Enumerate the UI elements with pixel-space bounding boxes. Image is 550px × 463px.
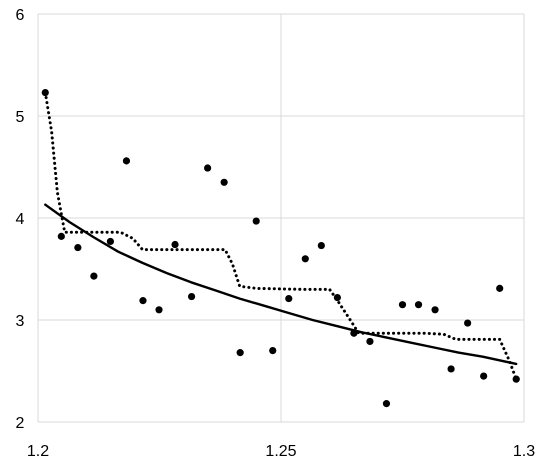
data-point xyxy=(204,164,212,172)
y-tick-label: 4 xyxy=(16,211,25,228)
data-point xyxy=(269,347,277,355)
data-point xyxy=(41,88,49,97)
data-point xyxy=(333,293,341,302)
y-tick-label: 6 xyxy=(16,7,25,24)
data-point xyxy=(57,232,65,240)
dotted-trend-line xyxy=(43,91,518,381)
data-point xyxy=(317,241,325,250)
y-tick-label: 5 xyxy=(16,109,25,126)
data-point xyxy=(512,375,520,383)
data-point xyxy=(398,301,407,309)
x-tick-label: 1.2 xyxy=(27,443,49,460)
data-point xyxy=(301,255,309,263)
data-point xyxy=(447,365,455,373)
data-point xyxy=(171,240,179,249)
data-point xyxy=(480,372,488,380)
data-point xyxy=(90,272,98,280)
data-point xyxy=(252,217,260,225)
fitted-lines xyxy=(43,91,518,381)
data-point xyxy=(220,178,228,186)
data-point xyxy=(106,237,115,246)
y-tick-label: 3 xyxy=(16,313,25,330)
data-point xyxy=(139,297,147,305)
data-point xyxy=(122,157,131,165)
x-tick-label: 1.25 xyxy=(265,443,296,460)
data-point xyxy=(350,329,358,337)
data-point xyxy=(464,319,472,327)
data-point xyxy=(285,294,293,303)
solid-trend-line xyxy=(44,203,518,366)
x-tick-label: 1.3 xyxy=(513,443,535,460)
data-point xyxy=(187,292,196,301)
y-tick-label: 2 xyxy=(16,415,25,432)
tick-labels: 2 3 4 5 6 1.2 1.25 1.3 xyxy=(16,7,536,460)
data-point xyxy=(366,337,374,346)
data-point xyxy=(382,400,391,408)
data-points xyxy=(41,88,520,408)
data-point xyxy=(236,349,244,357)
data-point xyxy=(155,306,163,314)
data-point xyxy=(74,243,82,252)
data-point xyxy=(431,306,439,314)
data-point xyxy=(414,301,423,309)
data-point xyxy=(496,284,504,292)
gridlines xyxy=(37,13,525,423)
